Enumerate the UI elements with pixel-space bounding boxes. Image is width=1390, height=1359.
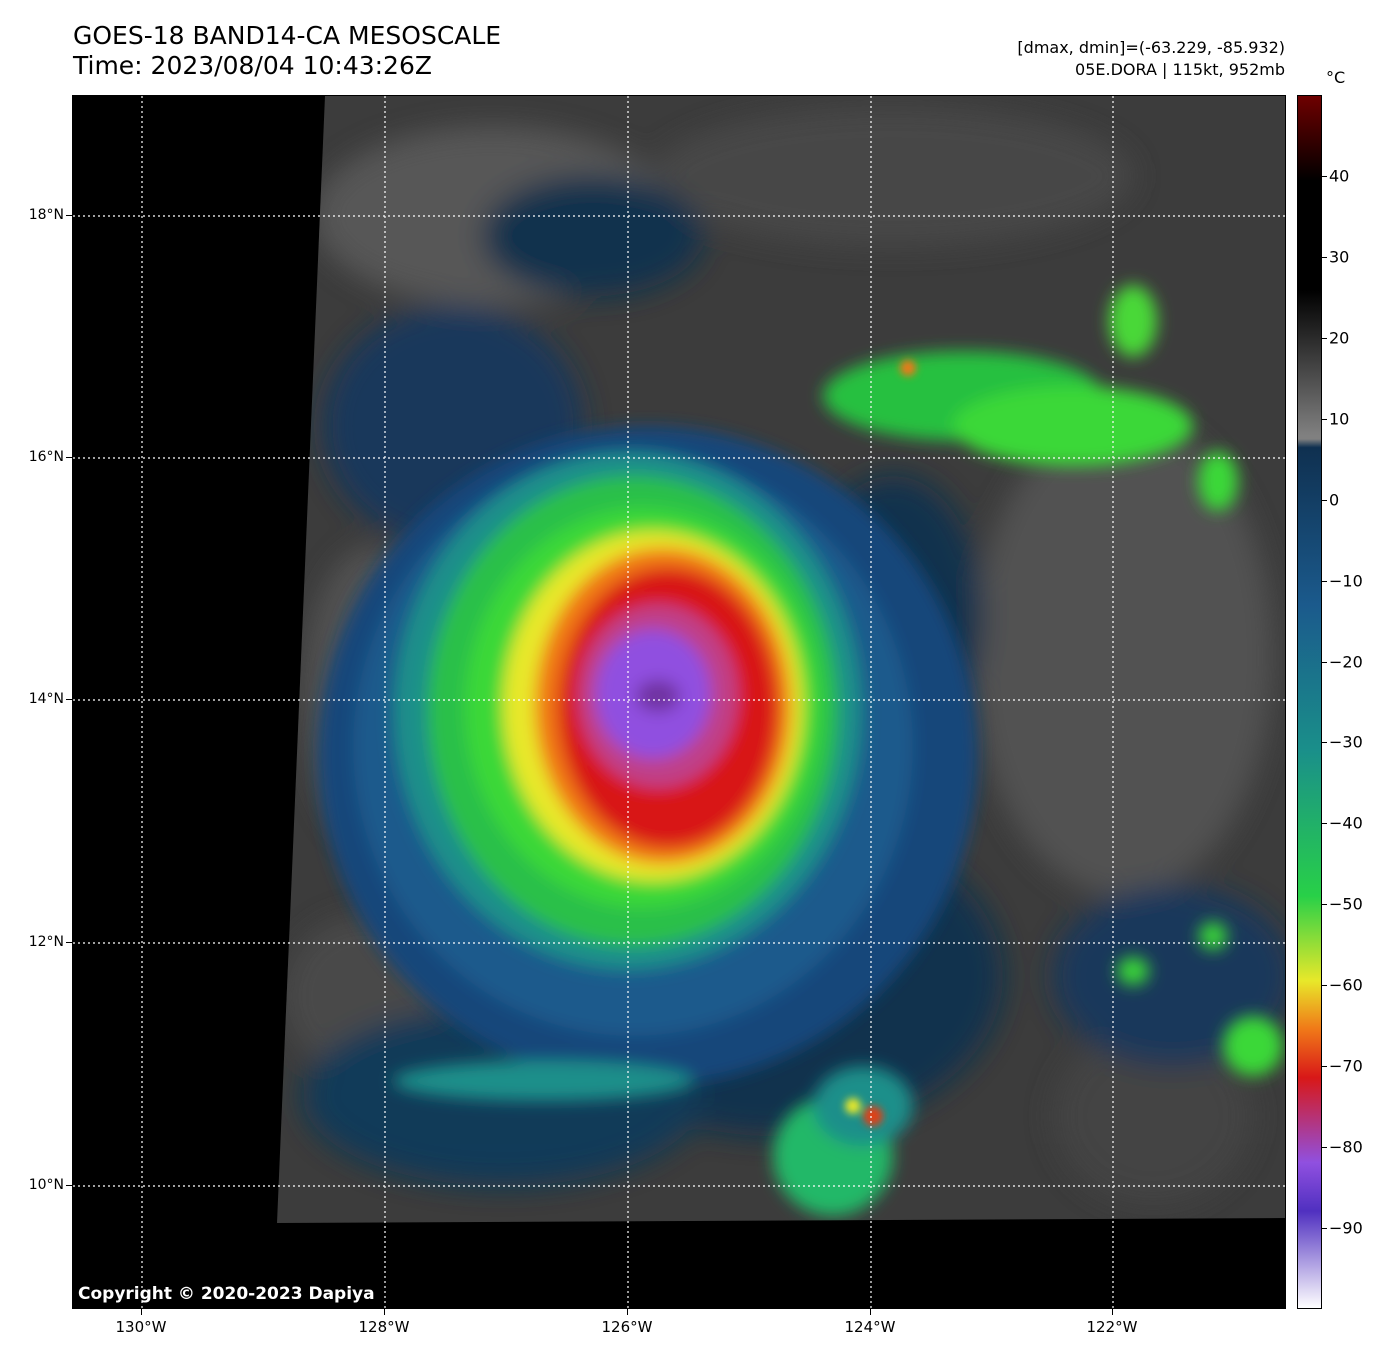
colorbar-tick-label: −50 <box>1329 894 1363 914</box>
colorbar-tick-label: 40 <box>1329 166 1350 186</box>
colorbar-tick <box>1322 1147 1327 1149</box>
hot-towers <box>845 360 916 1126</box>
lon-label-122w: 122°W <box>1086 1318 1138 1336</box>
colorbar-tick <box>1322 904 1327 906</box>
colorbar-tick <box>1322 1066 1327 1068</box>
lon-tick <box>627 1309 628 1315</box>
colorbar-tick-label: 10 <box>1329 409 1350 429</box>
lon-label-124w: 124°W <box>844 1318 896 1336</box>
storm-info: 05E.DORA | 115kt, 952mb <box>1075 60 1285 79</box>
colorbar-tick <box>1322 661 1327 663</box>
colorbar-tick-label: 0 <box>1329 490 1340 510</box>
lat-label-12n: 12°N <box>28 934 64 950</box>
colorbar-tick-label: −30 <box>1329 732 1363 752</box>
lat-tick <box>66 457 72 458</box>
colorbar-tick-label: −80 <box>1329 1137 1363 1157</box>
lat-tick <box>66 1185 72 1186</box>
colorbar-tick <box>1322 256 1327 258</box>
satellite-image-frame: Copyright © 2020-2023 Dapiya <box>72 95 1286 1309</box>
satellite-imagery <box>73 96 1285 1308</box>
lat-tick <box>66 215 72 216</box>
colorbar-tick-label: −20 <box>1329 652 1363 672</box>
colorbar <box>1297 95 1322 1309</box>
lon-tick <box>141 1309 142 1315</box>
satellite-swath <box>277 96 1285 1223</box>
colorbar-tick-label: −60 <box>1329 975 1363 995</box>
lat-label-10n: 10°N <box>28 1177 64 1193</box>
lon-tick <box>384 1309 385 1315</box>
colorbar-tick-label: −40 <box>1329 813 1363 833</box>
dmax-dmin-readout: [dmax, dmin]=(-63.229, -85.932) <box>1017 38 1285 57</box>
lon-label-130w: 130°W <box>115 1318 167 1336</box>
lon-tick <box>870 1309 871 1315</box>
colorbar-tick <box>1322 418 1327 420</box>
colorbar-tick-label: −10 <box>1329 571 1363 591</box>
copyright-text: Copyright © 2020-2023 Dapiya <box>78 1284 375 1304</box>
timestamp-title: Time: 2023/08/04 10:43:26Z <box>73 51 432 80</box>
colorbar-tick-label: 20 <box>1329 328 1350 348</box>
colorbar-tick-label: −90 <box>1329 1218 1363 1238</box>
colorbar-tick-label: 30 <box>1329 247 1350 267</box>
lon-label-126w: 126°W <box>601 1318 653 1336</box>
colorbar-tick <box>1322 823 1327 825</box>
lat-label-16n: 16°N <box>28 449 64 465</box>
lat-label-18n: 18°N <box>28 207 64 223</box>
chart-title: GOES-18 BAND14-CA MESOSCALE <box>73 21 502 50</box>
colorbar-tick <box>1322 175 1327 177</box>
colorbar-tick <box>1322 580 1327 582</box>
lon-tick <box>1112 1309 1113 1315</box>
colorbar-tick <box>1322 499 1327 501</box>
colorbar-tick <box>1322 985 1327 987</box>
lon-label-128w: 128°W <box>358 1318 410 1336</box>
colorbar-tick-label: −70 <box>1329 1056 1363 1076</box>
lat-tick <box>66 942 72 943</box>
colorbar-tick <box>1322 1228 1327 1230</box>
colorbar-tick <box>1322 337 1327 339</box>
lat-tick <box>66 699 72 700</box>
colorbar-unit: °C <box>1326 68 1346 87</box>
colorbar-tick <box>1322 742 1327 744</box>
lat-label-14n: 14°N <box>28 691 64 707</box>
graticule <box>73 96 1285 1308</box>
